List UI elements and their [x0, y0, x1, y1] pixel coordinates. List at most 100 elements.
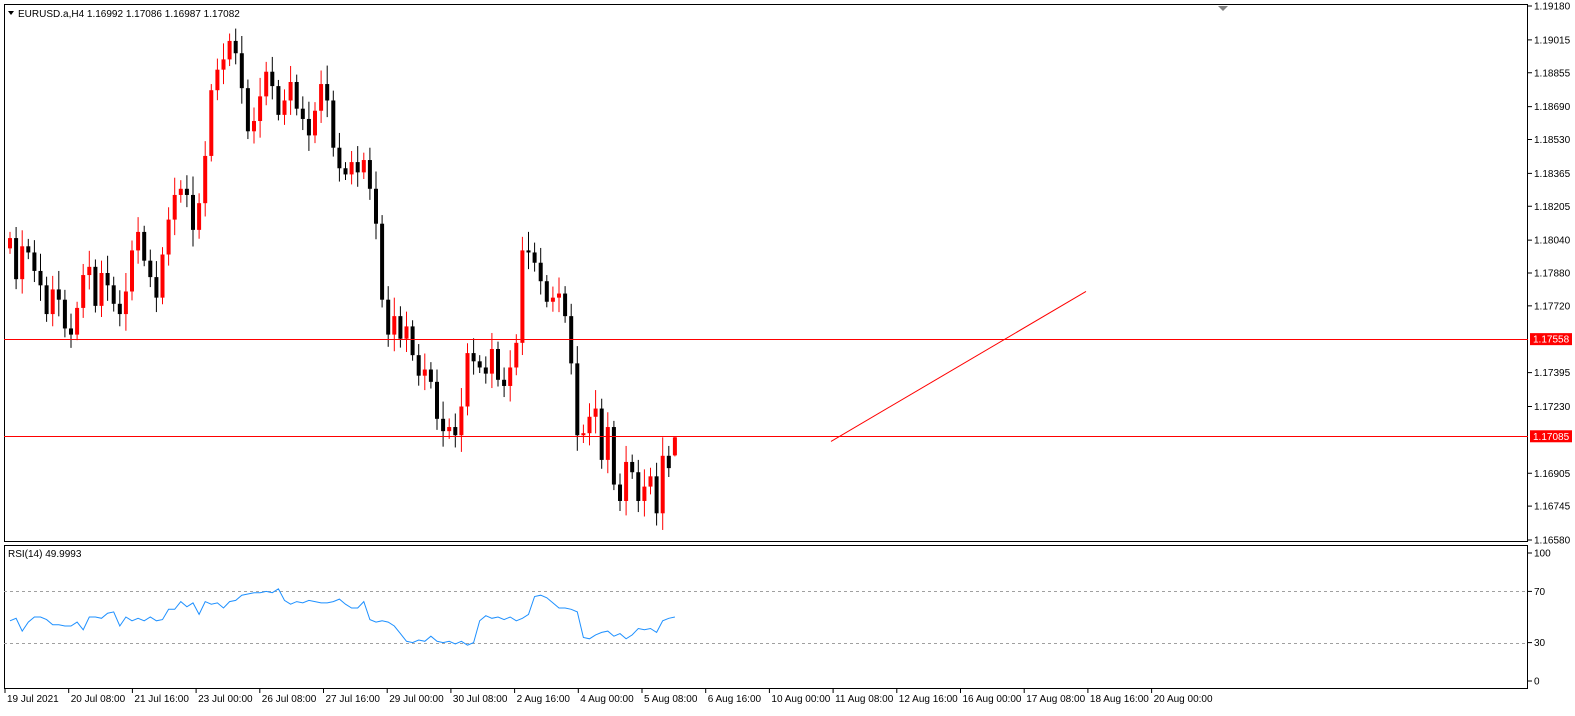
candle	[611, 420, 616, 491]
candle	[209, 84, 214, 162]
candle	[148, 249, 153, 288]
candle	[337, 132, 342, 182]
candle	[111, 276, 116, 312]
candle	[520, 236, 525, 356]
time-tick-label: 26 Jul 08:00	[262, 694, 317, 705]
candle	[245, 79, 250, 140]
candle	[435, 369, 439, 430]
time-tick-label: 27 Jul 16:00	[326, 694, 381, 705]
candle-body	[660, 455, 665, 514]
candle-body	[148, 260, 153, 278]
shift-marker-icon[interactable]	[1218, 6, 1228, 11]
price-tick-label: 1.16905	[1534, 469, 1571, 480]
candle	[264, 61, 269, 106]
level-price-badge	[1530, 333, 1572, 346]
candle	[252, 107, 256, 144]
symbol-header: EURUSD.a,H4 1.16992 1.17086 1.16987 1.17…	[18, 9, 240, 20]
candle	[624, 445, 629, 516]
time-tick-label: 18 Aug 16:00	[1090, 694, 1149, 705]
candle	[154, 261, 159, 313]
candle-body	[666, 455, 671, 469]
candle	[441, 401, 446, 447]
candle-body	[343, 168, 348, 175]
candle	[300, 96, 305, 131]
time-tick-label: 20 Aug 00:00	[1154, 694, 1213, 705]
candle	[227, 33, 232, 67]
candle-body	[496, 348, 500, 380]
candle	[44, 276, 49, 322]
trend-line[interactable]	[830, 291, 1087, 442]
price-tick-label: 1.17230	[1534, 402, 1571, 413]
candle	[666, 445, 671, 477]
price-tick-label: 1.18205	[1534, 202, 1571, 213]
candle	[191, 176, 195, 247]
candle-body	[404, 326, 409, 339]
candle	[618, 473, 622, 511]
candle	[288, 65, 293, 115]
candle-body	[215, 69, 220, 91]
candle	[160, 247, 165, 305]
candle	[69, 313, 73, 348]
candle	[136, 217, 141, 264]
candle-body	[538, 262, 543, 282]
candle-body	[203, 155, 208, 204]
price-panel-frame	[4, 4, 1528, 542]
candle	[20, 230, 25, 294]
candle-body	[599, 408, 604, 460]
time-tick-label: 10 Aug 00:00	[771, 694, 830, 705]
candle	[142, 225, 147, 267]
rsi-tick-label: 100	[1534, 549, 1551, 560]
candle	[514, 334, 519, 376]
candle-body	[50, 289, 55, 315]
candle	[105, 255, 110, 301]
candle-body	[221, 59, 226, 70]
candle	[581, 424, 586, 444]
candle	[465, 343, 470, 416]
candle-body	[502, 379, 507, 386]
candle	[599, 398, 604, 469]
candle	[447, 418, 452, 439]
time-tick-label: 16 Aug 00:00	[963, 694, 1022, 705]
candle-body	[618, 484, 622, 501]
candle	[367, 147, 372, 200]
collapse-arrow-icon[interactable]	[8, 11, 14, 15]
candle-body	[313, 110, 317, 136]
candle	[526, 231, 531, 270]
time-tick-label: 20 Jul 08:00	[71, 694, 126, 705]
candle-body	[544, 281, 549, 302]
candle	[50, 275, 55, 327]
candle	[99, 260, 104, 317]
candle-body	[398, 316, 403, 339]
candle	[258, 77, 263, 138]
candle-body	[672, 437, 677, 456]
candle	[349, 151, 354, 185]
candle-body	[20, 246, 25, 280]
rsi-layer: 100 70 30 0	[4, 549, 1551, 688]
candle	[294, 74, 299, 116]
candle-body	[416, 355, 421, 376]
candle	[544, 275, 549, 308]
candle	[319, 70, 324, 123]
candle-body	[75, 307, 80, 335]
candle-body	[56, 289, 61, 300]
candle	[575, 346, 580, 451]
candle	[416, 344, 421, 386]
time-tick-label: 17 Aug 08:00	[1026, 694, 1085, 705]
candle-body	[630, 461, 635, 473]
candle-body	[288, 81, 293, 101]
candle	[56, 270, 61, 317]
candle-body	[459, 406, 464, 436]
candle-body	[325, 84, 330, 101]
candle-body	[636, 472, 641, 501]
candle-body	[563, 293, 568, 317]
price-tick-label: 1.17720	[1534, 301, 1571, 312]
time-axis: 19 Jul 2021 20 Jul 08:00 21 Jul 16:00 23 Ju…	[4, 689, 1213, 705]
candle-body	[81, 275, 86, 308]
candle-body	[258, 96, 263, 122]
candle-body	[581, 433, 586, 436]
time-tick-label: 19 Jul 2021	[7, 694, 59, 705]
candle-body	[233, 40, 238, 54]
candle-body	[154, 277, 159, 298]
price-tick-label: 1.19015	[1534, 35, 1571, 46]
candle	[496, 341, 500, 387]
